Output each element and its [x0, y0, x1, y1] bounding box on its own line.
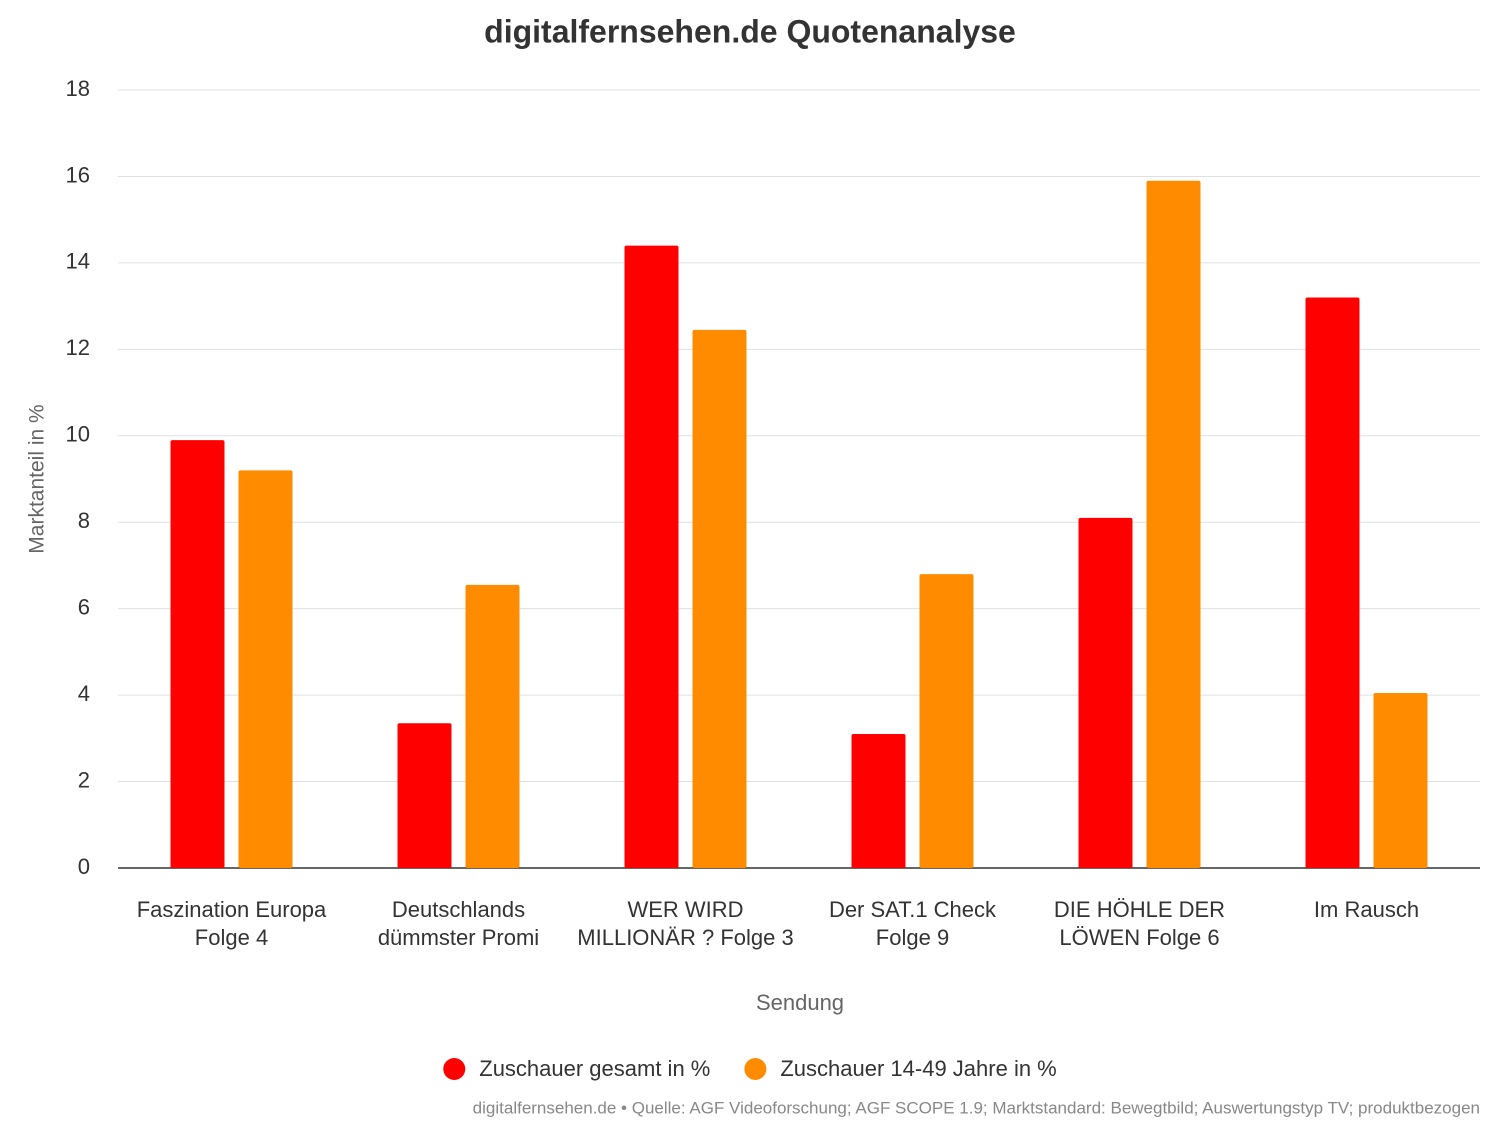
y-tick-label: 6 [78, 594, 90, 619]
bar [851, 734, 906, 868]
bar [1146, 180, 1201, 868]
y-tick-label: 12 [66, 335, 90, 360]
y-tick-label: 14 [66, 249, 90, 274]
bar [170, 440, 225, 868]
chart-title: digitalfernsehen.de Quotenanalyse [484, 13, 1016, 49]
x-tick-label: Der SAT.1 Check Folge 9 [828, 897, 997, 950]
y-tick-label: 2 [78, 767, 90, 792]
bar [624, 245, 679, 869]
legend-label: Zuschauer 14-49 Jahre in % [780, 1056, 1056, 1081]
bar [238, 470, 293, 868]
y-tick-label: 18 [66, 76, 90, 101]
bar [397, 723, 452, 868]
x-tick-label: WER WIRD MILLIONÄR ? Folge 3 [577, 897, 794, 950]
x-tick-label: DIE HÖHLE DER LÖWEN Folge 6 [1053, 897, 1226, 950]
legend-marker [744, 1058, 767, 1080]
footer: digitalfernsehen.de • Quelle: AGF Videof… [473, 1098, 1480, 1117]
y-tick-label: 10 [66, 422, 90, 447]
x-tick-label: Deutschlands dümmster Promi [377, 897, 540, 950]
y-tick-label: 4 [78, 681, 90, 706]
bar [465, 584, 520, 868]
bar [1078, 517, 1133, 868]
bar [692, 329, 747, 869]
y-axis-label: Marktanteil in % [26, 404, 49, 553]
bar [919, 574, 974, 868]
x-axis-label: Sendung [756, 990, 844, 1015]
legend-label: Zuschauer gesamt in % [479, 1056, 710, 1081]
x-tick-label: Im Rausch [1313, 897, 1420, 922]
y-tick-label: 16 [66, 162, 90, 187]
x-tick-label: Faszination Europa Folge 4 [136, 897, 327, 950]
legend-marker [443, 1058, 466, 1080]
y-tick-label: 0 [78, 854, 90, 879]
bar [1373, 692, 1428, 868]
bar [1305, 297, 1360, 868]
y-tick-label: 8 [78, 508, 90, 533]
